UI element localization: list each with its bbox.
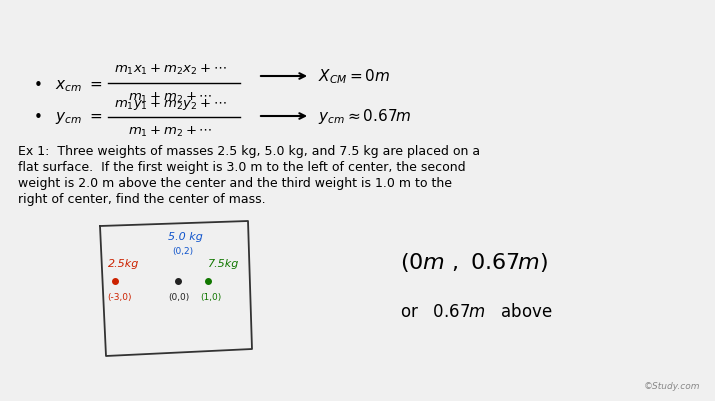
Text: •: • [34, 110, 42, 125]
Text: $m_1 + m_2 + \cdots$: $m_1 + m_2 + \cdots$ [128, 91, 212, 105]
Text: 5.0 kg: 5.0 kg [168, 231, 203, 241]
Text: 7.5kg: 7.5kg [208, 258, 240, 268]
Text: 2.5kg: 2.5kg [108, 258, 139, 268]
Text: $x_{cm}\ =$: $x_{cm}\ =$ [55, 78, 102, 93]
Text: $y_{cm}\ =$: $y_{cm}\ =$ [55, 110, 102, 126]
Text: $m_1x_1 + m_2x_2 + \cdots$: $m_1x_1 + m_2x_2 + \cdots$ [114, 63, 227, 77]
Text: •: • [34, 78, 42, 93]
Text: $(0m\  ,\  0.67m)$: $(0m\ ,\ 0.67m)$ [400, 250, 548, 273]
Text: (0,2): (0,2) [172, 247, 193, 256]
Text: (-3,0): (-3,0) [107, 293, 132, 302]
Text: right of center, find the center of mass.: right of center, find the center of mass… [18, 193, 266, 206]
Text: $y_{cm} \approx 0.67m$: $y_{cm} \approx 0.67m$ [318, 107, 411, 126]
Text: $X_{CM} = 0m$: $X_{CM} = 0m$ [318, 67, 390, 86]
Text: $m_1 + m_2 + \cdots$: $m_1 + m_2 + \cdots$ [128, 125, 212, 139]
Text: (1,0): (1,0) [200, 293, 221, 302]
Text: weight is 2.0 m above the center and the third weight is 1.0 m to the: weight is 2.0 m above the center and the… [18, 177, 452, 190]
Text: Ex 1:  Three weights of masses 2.5 kg, 5.0 kg, and 7.5 kg are placed on a: Ex 1: Three weights of masses 2.5 kg, 5.… [18, 145, 480, 158]
Text: or   $0.67m$   above: or $0.67m$ above [400, 302, 553, 320]
Text: $m_1y_1 + m_2y_2 + \cdots$: $m_1y_1 + m_2y_2 + \cdots$ [114, 97, 227, 112]
Text: ©Study.com: ©Study.com [644, 381, 700, 391]
Text: flat surface.  If the first weight is 3.0 m to the left of center, the second: flat surface. If the first weight is 3.0… [18, 161, 465, 174]
Text: (0,0): (0,0) [168, 293, 189, 302]
